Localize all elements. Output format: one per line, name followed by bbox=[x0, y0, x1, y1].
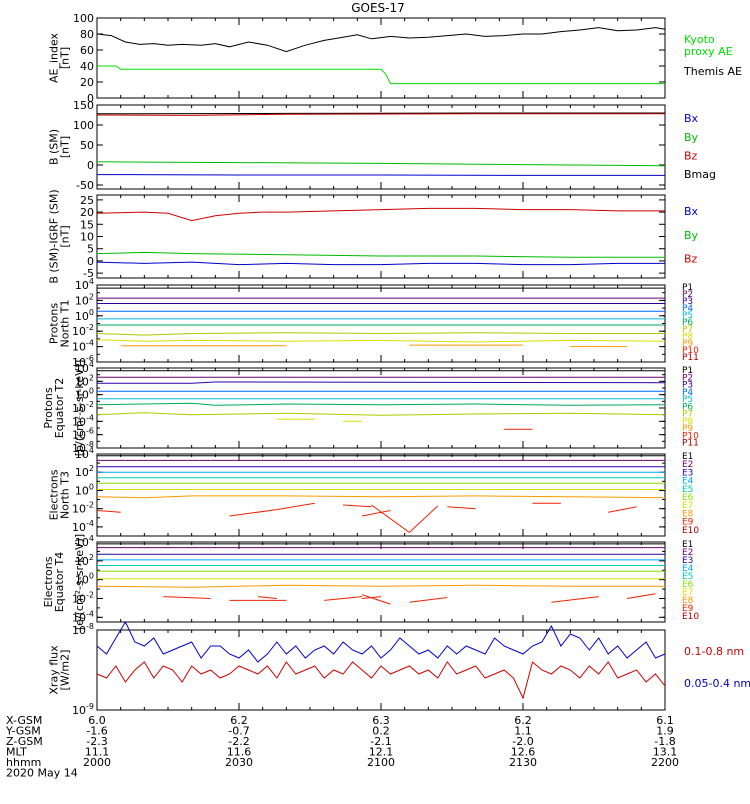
y-tick-label: 20 bbox=[80, 206, 94, 219]
legend-entry: 0.05-0.4 nm bbox=[684, 677, 750, 690]
y-axis-label-line: North T1 bbox=[59, 300, 72, 348]
legend-entry: Bx bbox=[684, 112, 699, 125]
y-tick-label: 60 bbox=[80, 44, 94, 57]
y-tick-label: 10 bbox=[80, 231, 94, 244]
y-axis-label-line: [e/(cm²-s-sr-keV)] bbox=[73, 534, 86, 630]
legend-entry: Bx bbox=[684, 205, 699, 218]
legend-entry: Bz bbox=[684, 150, 698, 163]
legend-entry-line: E10 bbox=[682, 526, 699, 536]
y-tick-label: -50 bbox=[76, 179, 94, 192]
legend-entry: P11 bbox=[682, 439, 699, 449]
y-axis-label: Xray flux[W/m2] bbox=[48, 645, 72, 695]
y-axis-label-line: Equator T2 bbox=[53, 378, 66, 438]
legend-entry-line: Bx bbox=[684, 112, 699, 125]
y-axis-label-line: [p/(cm²-s-sr-keV)] bbox=[73, 360, 86, 457]
legend-entry-line: P11 bbox=[682, 439, 699, 449]
legend-entry: By bbox=[684, 229, 699, 242]
legend-entry: E10 bbox=[682, 612, 699, 622]
legend-entry: Themis AE bbox=[683, 65, 742, 78]
plot-title: GOES-17 bbox=[351, 1, 405, 15]
y-axis-label-line: [nT] bbox=[59, 136, 72, 158]
y-axis-label: ProtonsNorth T1 bbox=[48, 300, 72, 348]
y-axis-label: ElectronsNorth T3 bbox=[48, 469, 72, 520]
legend-entry-line: By bbox=[684, 229, 699, 242]
legend-entry-line: Bz bbox=[684, 150, 698, 163]
legend-entry-line: Bx bbox=[684, 205, 699, 218]
date-label: 2020 May 14 bbox=[6, 767, 78, 780]
y-tick-label: 5 bbox=[87, 243, 94, 256]
y-axis-label-line: Equator T4 bbox=[53, 552, 66, 612]
legend-entry: Bmag bbox=[684, 168, 716, 181]
x-row-value: 2000 bbox=[83, 756, 111, 769]
x-row-value: 2200 bbox=[651, 756, 679, 769]
x-row-value: 2130 bbox=[509, 756, 537, 769]
y-tick-label: 25 bbox=[80, 194, 94, 207]
y-tick-label: 40 bbox=[80, 60, 94, 73]
x-row-value: 2100 bbox=[367, 756, 395, 769]
legend-entry-line: By bbox=[684, 131, 699, 144]
legend-entry: E10 bbox=[682, 526, 699, 536]
y-tick-label: 15 bbox=[80, 218, 94, 231]
legend-entry-line: Bmag bbox=[684, 168, 716, 181]
legend-entry: 0.1-0.8 nm bbox=[684, 645, 744, 658]
y-tick-label: 0 bbox=[87, 159, 94, 172]
legend-entry-line: Bz bbox=[684, 253, 698, 266]
legend-entry-line: P11 bbox=[682, 353, 699, 363]
y-tick-label: 20 bbox=[80, 76, 94, 89]
x-row-value: 2030 bbox=[225, 756, 253, 769]
y-tick-label: 50 bbox=[80, 139, 94, 152]
legend-entry-line: 0.05-0.4 nm bbox=[684, 677, 750, 690]
legend-entry-line: proxy AE bbox=[684, 45, 733, 58]
legend-entry: By bbox=[684, 131, 699, 144]
y-axis-label-line: [W/m2] bbox=[59, 650, 72, 691]
y-tick-label: 150 bbox=[73, 99, 94, 112]
y-tick-label: 100 bbox=[73, 119, 94, 132]
legend: Bx By Bz bbox=[684, 205, 699, 265]
y-axis-label-line: [nT] bbox=[59, 225, 72, 247]
y-tick-label: 0 bbox=[87, 255, 94, 268]
legend-entry: Bz bbox=[684, 253, 698, 266]
legend-entry-line: E10 bbox=[682, 612, 699, 622]
y-tick-label: 80 bbox=[80, 28, 94, 41]
legend-entry-line: Themis AE bbox=[683, 65, 742, 78]
legend-entry: P11 bbox=[682, 353, 699, 363]
y-axis-label-line: North T3 bbox=[59, 471, 72, 519]
legend-entry-line: 0.1-0.8 nm bbox=[684, 645, 744, 658]
y-tick-label: 100 bbox=[73, 12, 94, 25]
y-axis-label-line: [nT] bbox=[59, 47, 72, 69]
